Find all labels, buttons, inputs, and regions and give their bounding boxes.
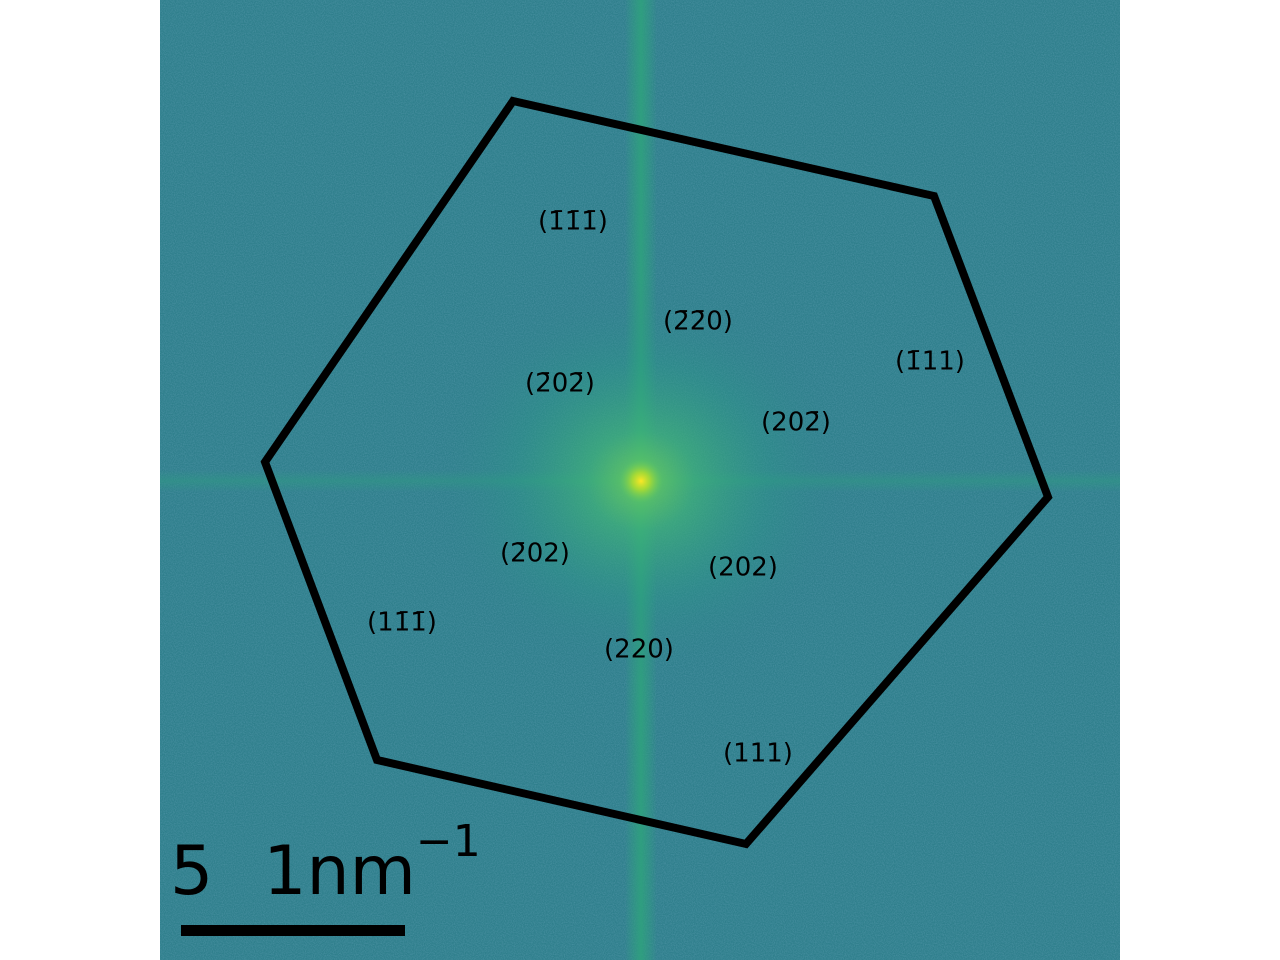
scale-bar-label: 5 1nm−1 bbox=[170, 816, 481, 911]
scale-bar: 5 1nm−1 bbox=[170, 816, 481, 936]
reflection-label: (2̄2̄0) bbox=[663, 307, 733, 337]
reflection-label: (1̄1̄1̄) bbox=[538, 207, 608, 237]
scale-bar-unit: 1nm bbox=[263, 832, 416, 911]
reflection-label: (1̄11) bbox=[895, 347, 965, 377]
fft-background bbox=[160, 0, 1120, 960]
reflection-label: (220) bbox=[604, 635, 674, 665]
reflection-label: (202) bbox=[708, 553, 778, 583]
central-spot bbox=[619, 459, 663, 503]
reflection-label: (202̄) bbox=[761, 408, 831, 438]
reflection-label: (2̄02) bbox=[500, 539, 570, 569]
reflection-label: (11̄1̄) bbox=[367, 608, 437, 638]
reflection-label: (111) bbox=[723, 739, 793, 769]
scale-bar-value: 5 bbox=[170, 832, 213, 911]
hexagon-outline bbox=[260, 96, 1053, 849]
scale-bar-line bbox=[181, 925, 405, 936]
scale-bar-exponent: −1 bbox=[416, 816, 481, 867]
reflection-labels: (1̄1̄1̄) (2̄2̄0) (1̄11) (2̄02̄) (202̄) (… bbox=[367, 207, 965, 769]
reflection-label: (2̄02̄) bbox=[525, 369, 595, 399]
